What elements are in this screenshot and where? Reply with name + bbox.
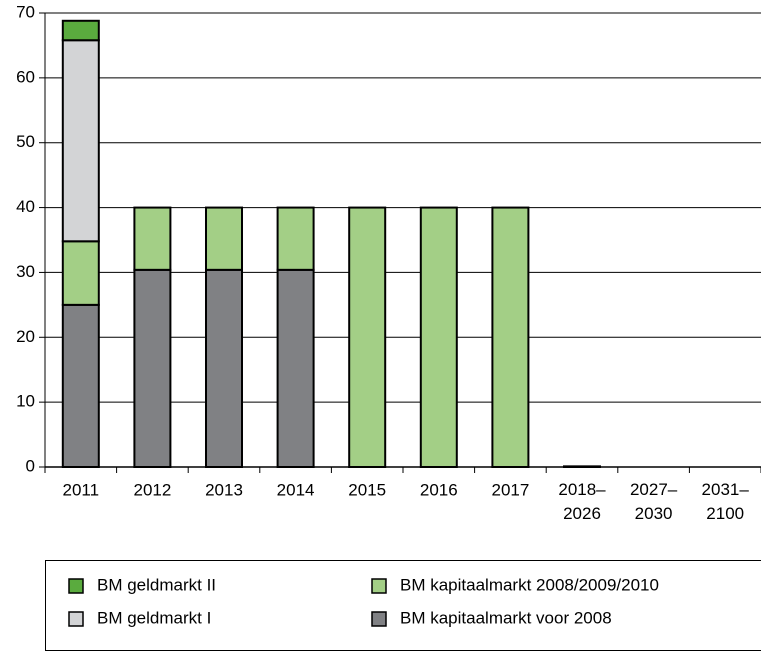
legend-label: BM geldmarkt I [97,608,211,627]
bar-segment [133,268,172,468]
x-tick-label: 2016 [420,480,458,499]
bar-segment [276,206,315,271]
x-tick-label: 2017 [491,480,529,499]
x-tick-label: 2014 [277,480,315,499]
y-tick-label: 70 [16,2,35,21]
bar-segment [61,19,100,42]
legend-swatch [68,611,84,627]
bar-segment [491,206,530,468]
bar-segment [348,206,387,468]
y-tick-label: 60 [16,67,35,86]
x-tick-label: 2031– 2100 [702,480,750,523]
x-tick-label: 2011 [63,480,100,499]
legend-box [45,560,761,651]
x-tick-label: 2013 [205,480,243,499]
legend-swatch [371,578,387,594]
bar-segment [61,39,100,243]
legend-swatch [68,578,84,594]
y-tick-label: 0 [26,456,35,475]
bar-segment [419,206,458,468]
bar-segment [61,240,100,306]
y-tick-label: 20 [16,327,35,346]
y-tick-label: 30 [16,262,35,281]
x-tick-label: 2015 [348,480,386,499]
bar-segment [133,206,172,271]
legend-swatch [371,611,387,627]
y-tick-label: 50 [16,132,35,151]
x-tick-label: 2012 [133,480,171,499]
bar-segment [205,268,243,468]
bar-segment [205,206,243,271]
y-tick-label: 40 [16,197,35,216]
bar-segment [276,268,315,468]
legend-label: BM kapitaalmarkt voor 2008 [400,608,612,627]
legend-label: BM geldmarkt II [97,575,216,594]
legend-label: BM kapitaalmarkt 2008/2009/2010 [400,575,659,594]
x-tick-label: 2027– 2030 [630,480,678,523]
x-tick-label: 2018– 2026 [558,480,606,523]
bar-segment [61,303,100,468]
y-tick-label: 10 [16,392,35,411]
